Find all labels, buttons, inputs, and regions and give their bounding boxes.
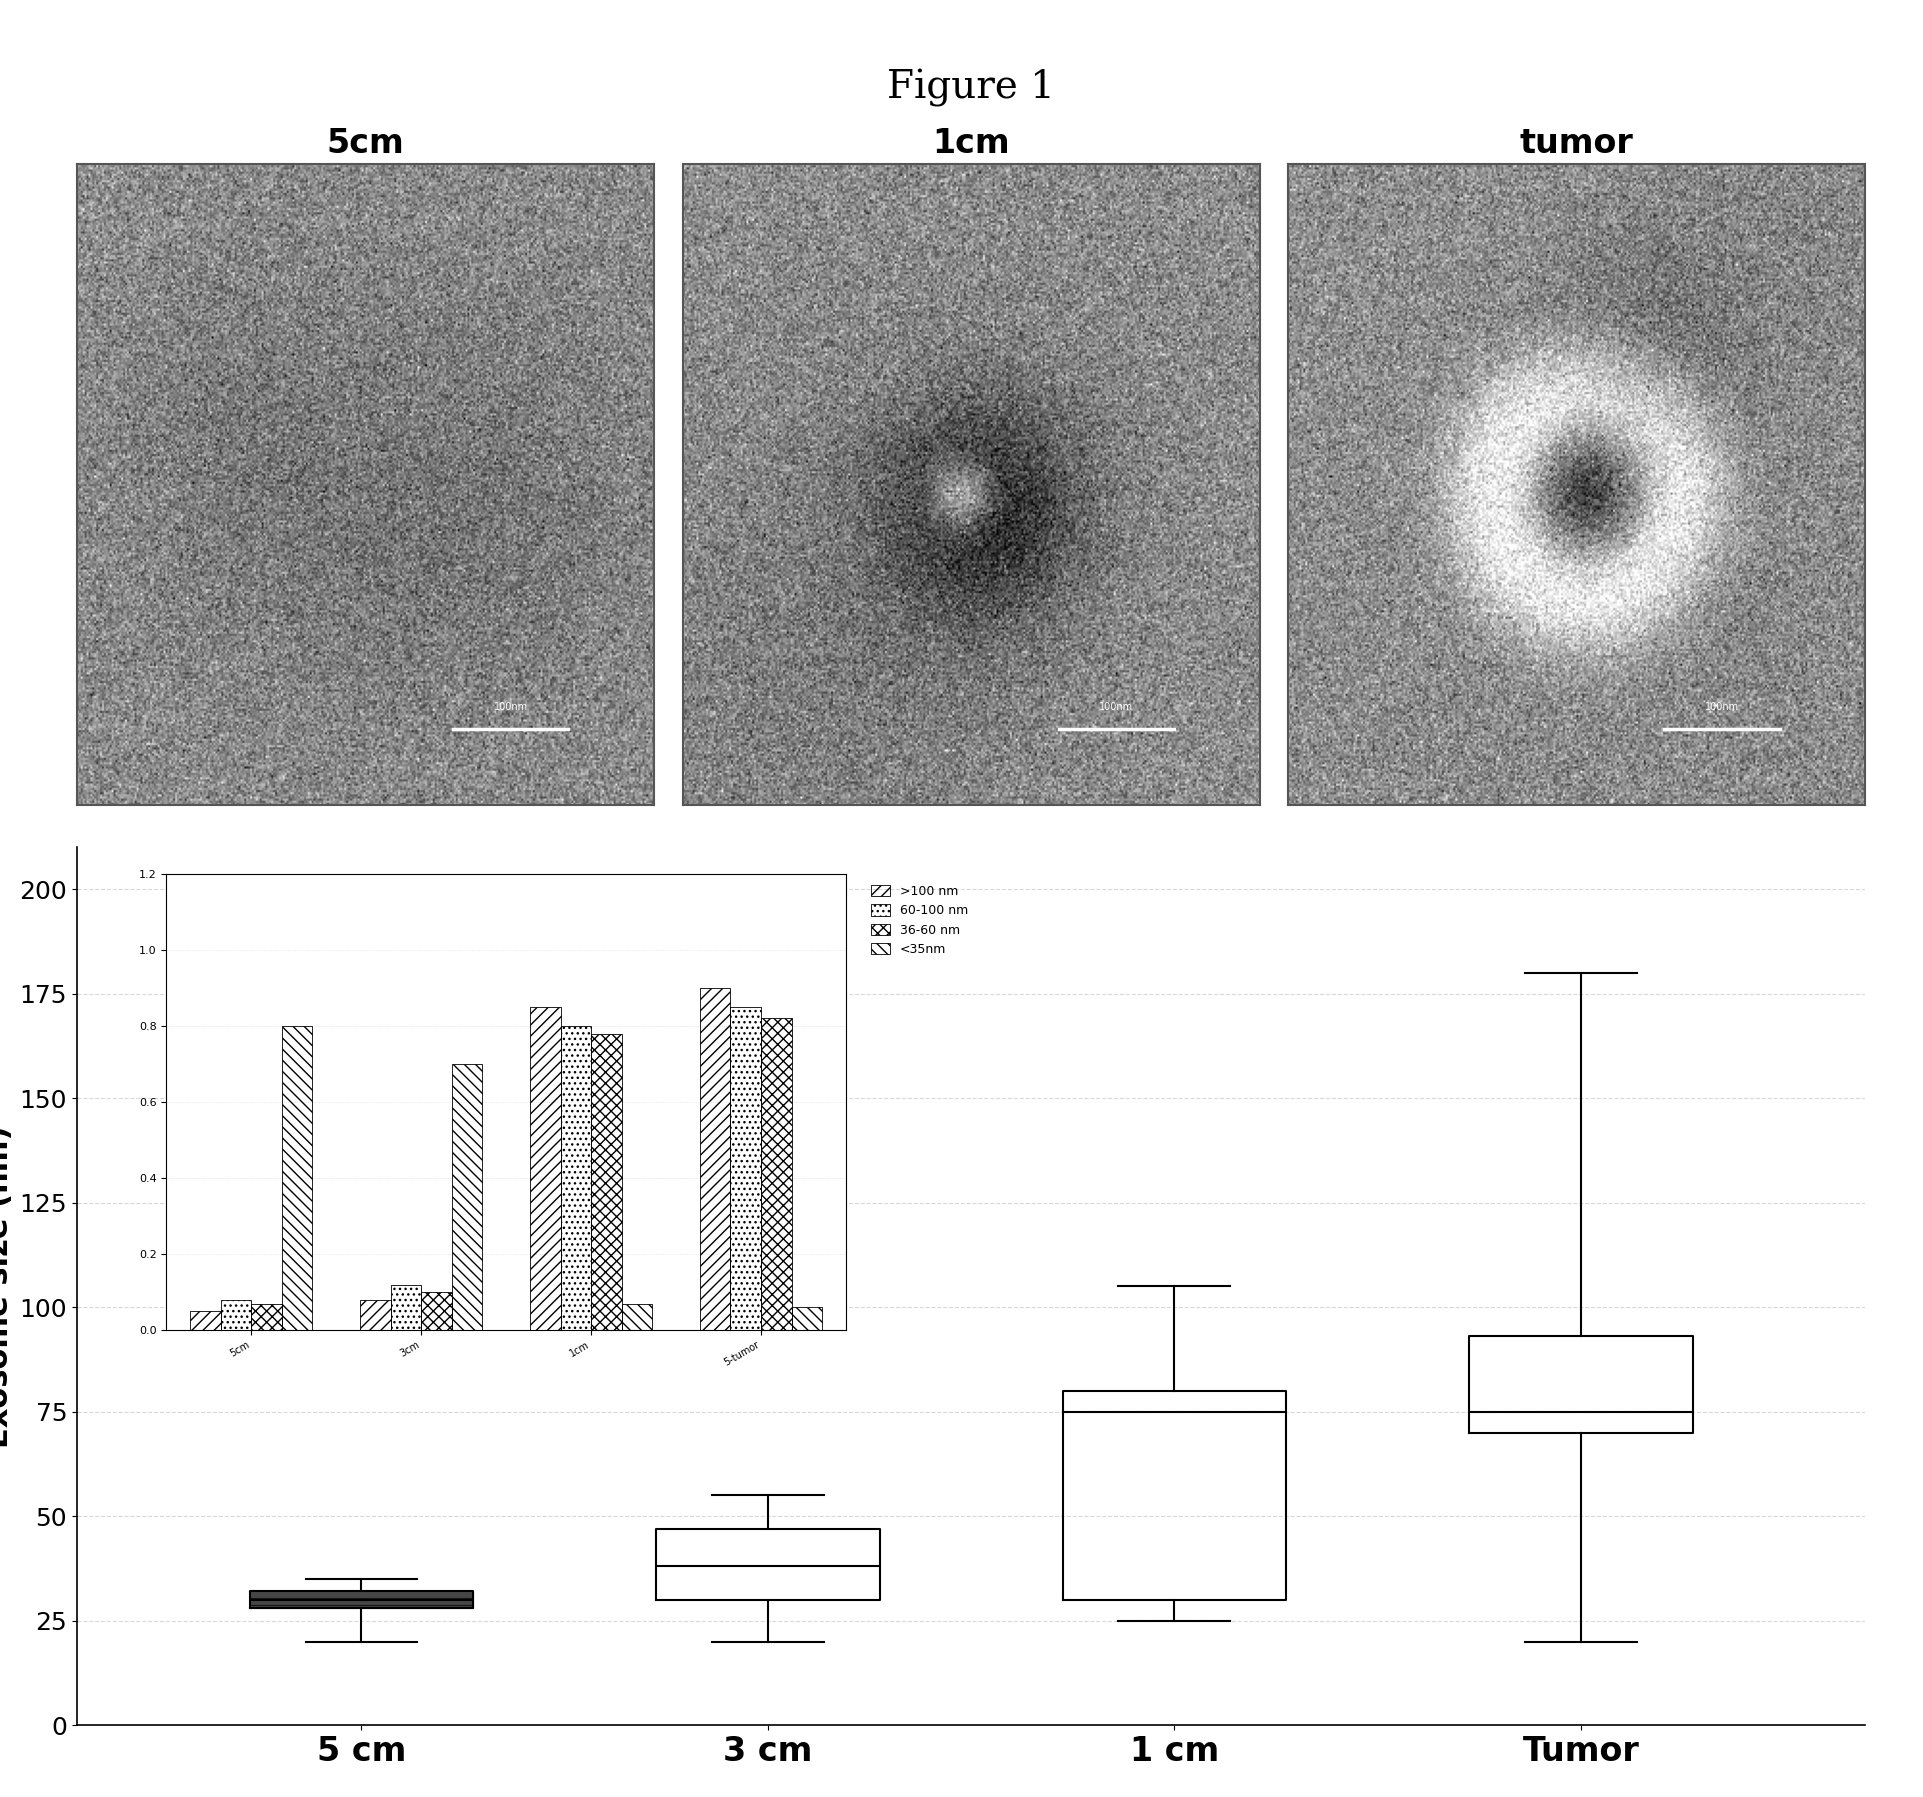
Y-axis label: Exosome size (nm): Exosome size (nm) <box>0 1125 13 1448</box>
Title: 1cm: 1cm <box>933 126 1010 160</box>
Text: 100nm: 100nm <box>1100 703 1133 712</box>
Text: Figure 1: Figure 1 <box>887 68 1056 106</box>
Title: 5cm: 5cm <box>327 126 404 160</box>
Text: 100nm: 100nm <box>1706 703 1738 712</box>
Title: tumor: tumor <box>1519 126 1635 160</box>
Text: 100nm: 100nm <box>494 703 527 712</box>
